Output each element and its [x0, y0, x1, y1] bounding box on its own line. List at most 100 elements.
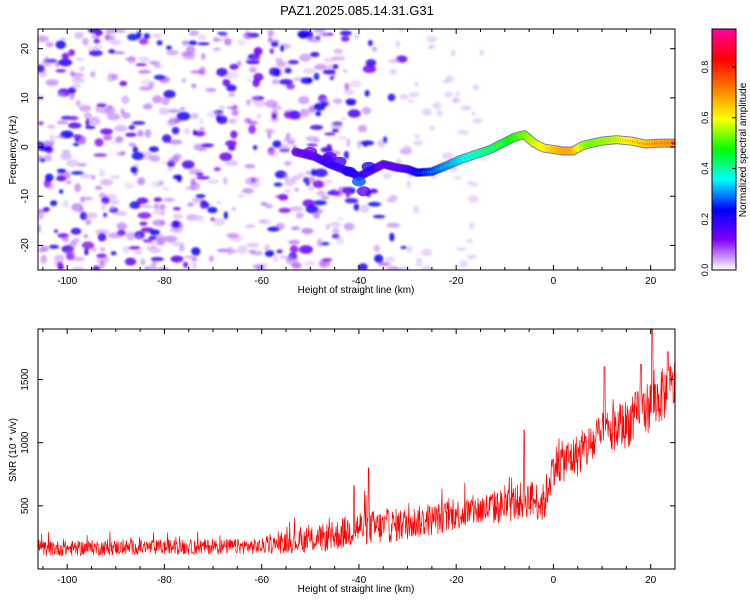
noise-blob	[455, 247, 467, 251]
noise-blob	[303, 260, 315, 267]
noise-blob	[166, 49, 179, 56]
ridge-blob	[322, 151, 337, 162]
noise-blob	[326, 143, 332, 151]
noise-blob	[140, 258, 146, 266]
noise-blob	[148, 146, 159, 153]
noise-blob	[455, 91, 461, 97]
noise-blob	[320, 195, 330, 200]
noise-blob	[252, 145, 258, 151]
noise-blob	[85, 219, 92, 225]
noise-blob	[426, 35, 438, 43]
noise-blob	[279, 255, 289, 259]
noise-blob	[198, 66, 206, 76]
noise-blob	[91, 175, 96, 180]
noise-blob	[201, 52, 206, 61]
noise-blob	[168, 139, 183, 145]
noise-blob	[94, 228, 109, 235]
colorbar: 0.0 0.2 0.4 0.6 0.8 Normalized spectral ampl…	[700, 28, 749, 277]
noise-blob	[94, 138, 104, 147]
noise-blob	[286, 83, 295, 90]
noise-blob	[138, 56, 150, 63]
noise-blob	[93, 153, 108, 157]
noise-blob	[100, 246, 106, 252]
x-tick-label: -20	[449, 276, 464, 287]
noise-blob	[56, 92, 66, 98]
spectrogram-ridge	[291, 130, 675, 197]
noise-blob	[395, 40, 401, 48]
noise-blob	[129, 201, 141, 209]
noise-blob	[332, 64, 339, 70]
noise-blob	[421, 248, 433, 257]
noise-blob	[248, 124, 256, 134]
noise-blob	[331, 56, 346, 61]
noise-blob	[441, 152, 454, 160]
noise-blob	[322, 69, 336, 75]
noise-blob	[436, 110, 443, 117]
noise-blob	[287, 59, 299, 65]
noise-blob	[171, 155, 179, 164]
noise-blob	[198, 126, 206, 134]
noise-blob	[72, 142, 80, 147]
noise-blob	[105, 29, 118, 34]
noise-blob	[276, 249, 283, 254]
noise-blob	[149, 229, 161, 236]
noise-blob	[264, 128, 275, 134]
noise-blob	[362, 106, 371, 115]
noise-blob	[246, 99, 251, 106]
noise-blob	[297, 172, 305, 179]
noise-blob	[58, 58, 73, 67]
noise-blob	[336, 216, 345, 221]
noise-blob	[225, 160, 239, 167]
noise-blob	[107, 72, 115, 82]
noise-blob	[71, 256, 85, 262]
noise-blob	[225, 71, 240, 80]
noise-blob	[91, 34, 100, 39]
noise-blob	[315, 208, 323, 214]
noise-blob	[273, 67, 281, 77]
noise-blob	[98, 168, 106, 178]
noise-blob	[189, 181, 201, 191]
noise-blob	[56, 120, 69, 125]
y-tick-label: 1000	[20, 431, 31, 454]
noise-blob	[275, 222, 285, 230]
noise-blob	[218, 154, 228, 159]
noise-blob	[190, 112, 199, 120]
noise-blob	[219, 105, 226, 110]
noise-blob	[237, 38, 246, 46]
noise-blob	[66, 159, 79, 168]
noise-blob	[312, 180, 325, 189]
ridge-blob	[361, 161, 376, 172]
noise-blob	[321, 179, 333, 185]
noise-blob	[479, 49, 484, 57]
noise-blob	[167, 108, 181, 114]
noise-blob	[472, 118, 483, 124]
noise-blob	[191, 247, 201, 256]
ridge-blob	[342, 166, 357, 177]
noise-blob	[38, 35, 49, 43]
noise-blob	[360, 140, 375, 146]
x-tick-label: -100	[57, 575, 77, 586]
noise-blob	[247, 120, 259, 125]
noise-blob	[62, 199, 69, 208]
noise-blob	[385, 198, 397, 203]
noise-blob	[40, 254, 47, 264]
noise-blob	[181, 160, 195, 169]
noise-blob	[330, 120, 343, 130]
noise-blob	[291, 226, 301, 231]
noise-blob	[232, 104, 238, 110]
noise-blob	[316, 190, 326, 197]
noise-blob	[389, 68, 398, 75]
colorbar-tick-label: 0.0	[700, 264, 710, 277]
noise-blob	[341, 116, 347, 121]
noise-blob	[382, 172, 393, 179]
noise-blob	[142, 238, 153, 243]
noise-blob	[44, 173, 54, 182]
noise-blob	[399, 93, 410, 100]
noise-blob	[356, 139, 362, 149]
noise-blob	[38, 155, 45, 162]
noise-blob	[231, 207, 237, 211]
noise-blob	[399, 148, 413, 155]
noise-blob	[247, 76, 252, 84]
noise-blob	[343, 150, 349, 160]
noise-blob	[134, 230, 145, 240]
